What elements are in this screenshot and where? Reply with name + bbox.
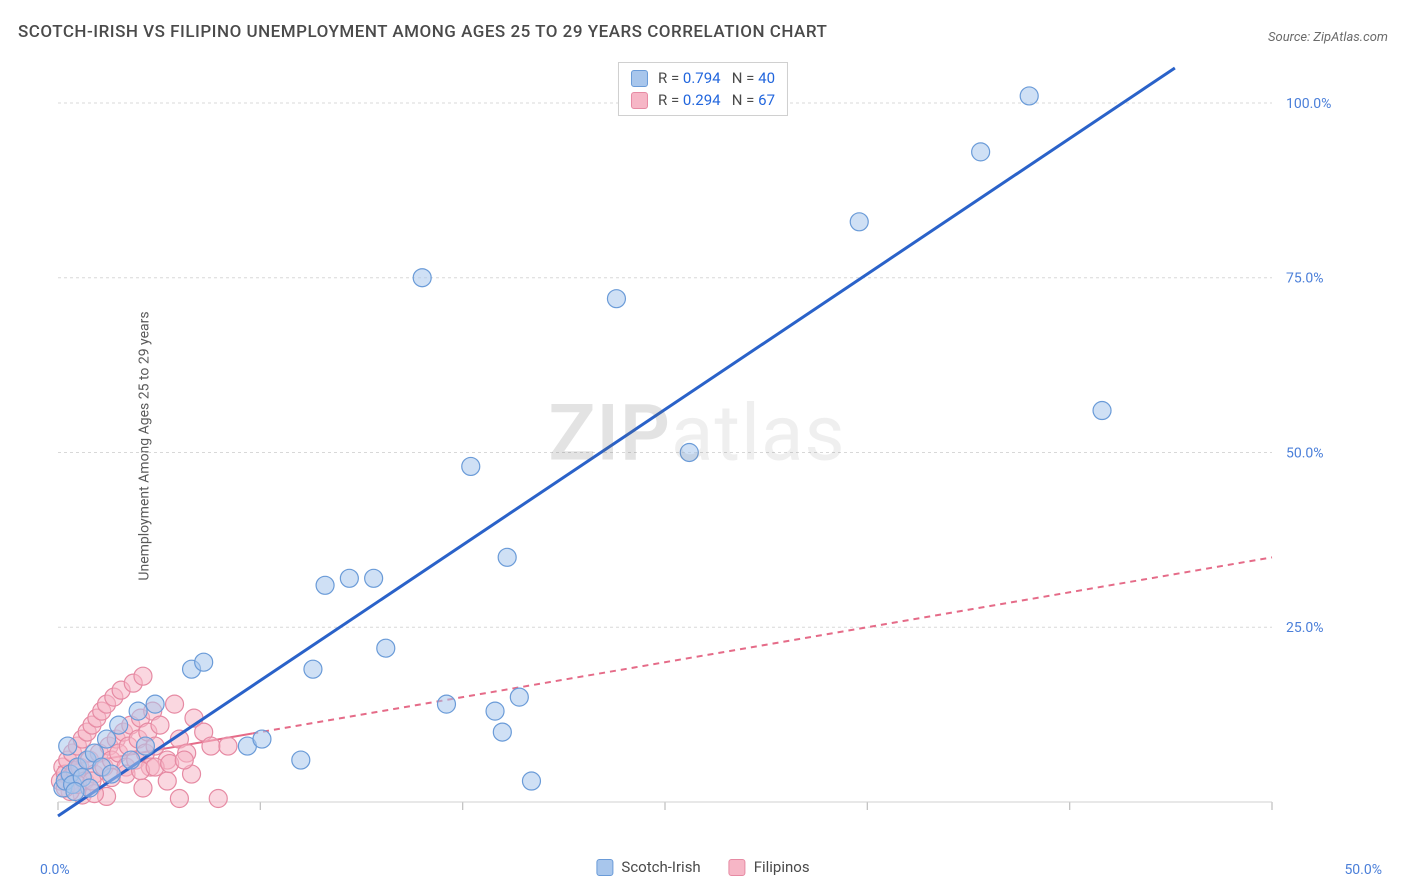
correlation-stats-box: R = 0.794 N = 40 R = 0.294 N = 67 bbox=[618, 62, 788, 116]
x-axis-min-label: 0.0% bbox=[40, 862, 70, 878]
chart-title: SCOTCH-IRISH VS FILIPINO UNEMPLOYMENT AM… bbox=[18, 22, 827, 42]
chart-plot-area: 25.0%50.0%75.0%100.0% ZIPatlas bbox=[52, 60, 1342, 840]
stats-row: R = 0.294 N = 67 bbox=[631, 89, 775, 111]
legend-label: Scotch-Irish bbox=[621, 858, 700, 876]
svg-text:100.0%: 100.0% bbox=[1286, 96, 1331, 112]
legend-label: Filipinos bbox=[754, 858, 810, 876]
svg-text:25.0%: 25.0% bbox=[1286, 620, 1324, 636]
x-axis-max-label: 50.0% bbox=[1344, 862, 1382, 878]
legend-item: Scotch-Irish bbox=[596, 858, 700, 876]
legend-swatch bbox=[729, 859, 746, 876]
stats-text: R = 0.294 N = 67 bbox=[658, 91, 775, 109]
bottom-legend: Scotch-Irish Filipinos bbox=[596, 858, 809, 876]
stats-swatch bbox=[631, 70, 648, 87]
svg-text:75.0%: 75.0% bbox=[1286, 271, 1324, 287]
stats-text: R = 0.794 N = 40 bbox=[658, 69, 775, 87]
svg-text:50.0%: 50.0% bbox=[1286, 445, 1324, 461]
stats-swatch bbox=[631, 92, 648, 109]
source-attribution: Source: ZipAtlas.com bbox=[1268, 30, 1388, 45]
stats-row: R = 0.794 N = 40 bbox=[631, 67, 775, 89]
scatter-chart-svg: 25.0% 50.0% 75.0% 100.0% bbox=[52, 60, 1342, 840]
legend-swatch bbox=[596, 859, 613, 876]
legend-item: Filipinos bbox=[729, 858, 810, 876]
